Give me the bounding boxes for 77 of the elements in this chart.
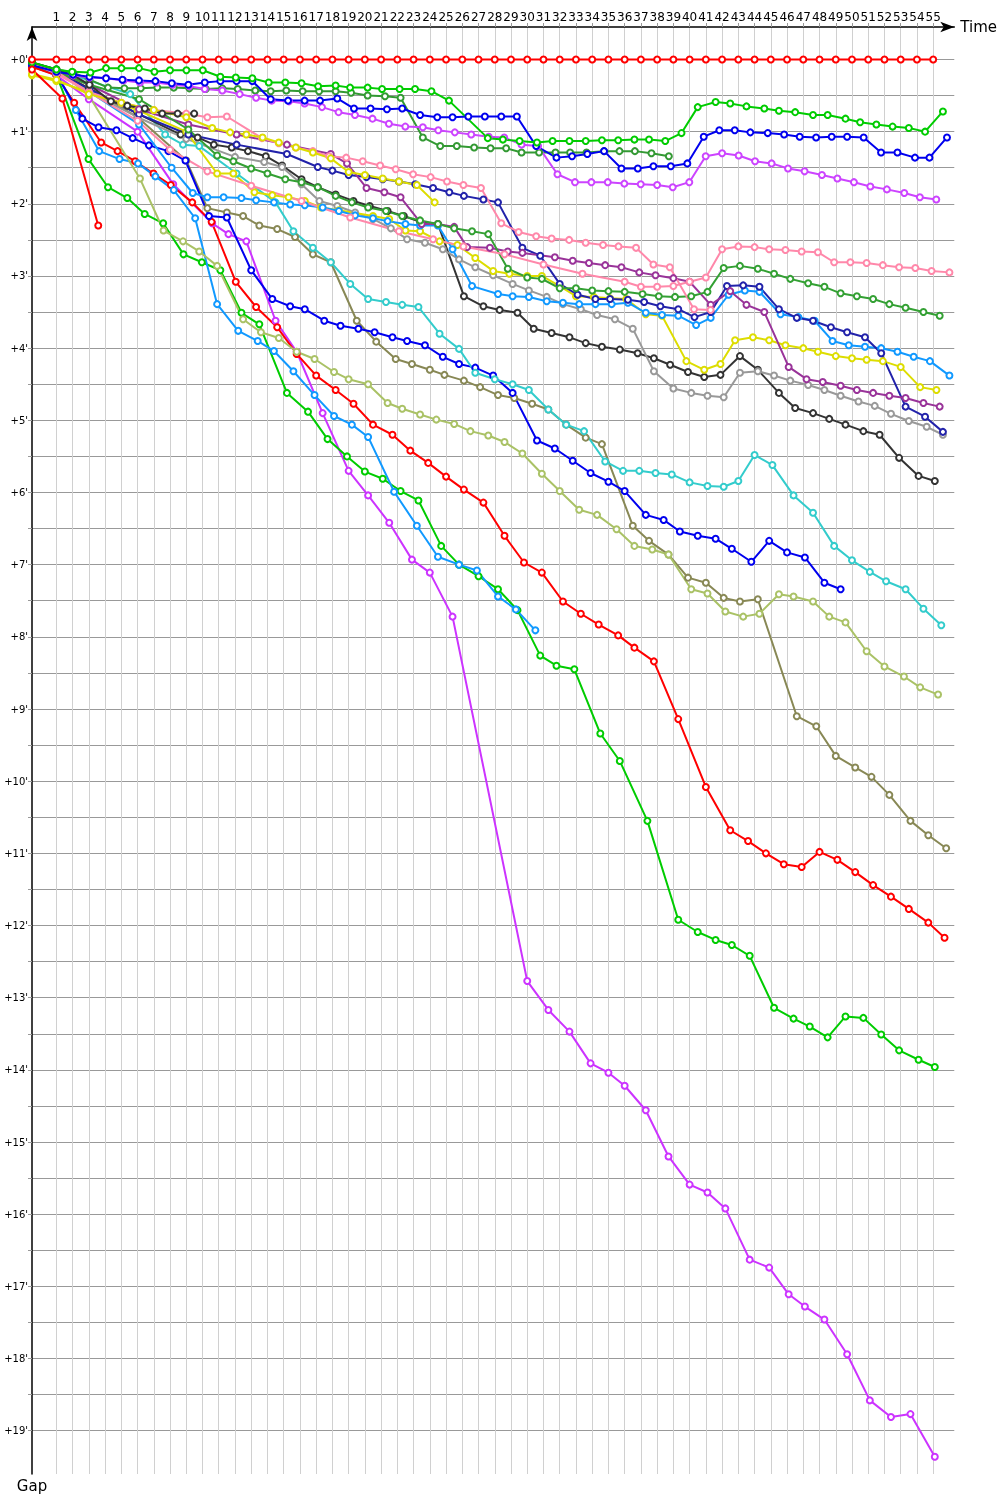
x-tick-label: 12 [227, 10, 243, 24]
x-tick-label: 3 [85, 10, 93, 24]
y-tick-label: +15' [4, 1136, 28, 1148]
x-tick-label: 49 [828, 10, 844, 24]
y-tick-label: +19' [4, 1425, 28, 1437]
x-tick-label: 4 [101, 10, 109, 24]
y-tick-label: +18' [4, 1353, 28, 1365]
y-tick-label: +6' [10, 486, 28, 498]
x-tick-label: 13 [243, 10, 259, 24]
x-tick-label: 5 [117, 10, 126, 24]
x-tick-label: 55 [925, 10, 941, 24]
y-tick-label: +11' [4, 847, 28, 859]
y-tick-label: +1' [10, 126, 28, 138]
x-tick-label: 26 [454, 10, 470, 24]
x-tick-label: 23 [405, 10, 422, 24]
x-tick-label: 19 [340, 10, 357, 24]
x-tick-label: 41 [698, 10, 714, 24]
x-tick-label: 25 [438, 10, 454, 24]
y-tick-label: +7' [10, 559, 28, 571]
x-axis-title: Time [959, 18, 998, 36]
x-tick-label: 45 [763, 10, 779, 24]
x-tick-label: 48 [811, 10, 828, 24]
y-axis-title: Gap [16, 1476, 48, 1495]
y-tick-label: +14' [4, 1064, 28, 1076]
x-tick-label: 36 [617, 10, 633, 24]
x-tick-label: 46 [779, 10, 795, 24]
x-tick-label: 14 [259, 10, 276, 24]
x-tick-label: 2 [68, 10, 77, 24]
x-tick-label: 11 [211, 10, 227, 24]
y-tick-label: +9' [10, 703, 28, 715]
y-tick-label: +5' [10, 414, 28, 426]
x-tick-label: 43 [730, 10, 746, 24]
x-tick-label: 39 [665, 10, 682, 24]
x-tick-label: 31 [535, 10, 552, 24]
x-tick-label: 32 [552, 10, 568, 24]
y-tick-label: +12' [4, 920, 28, 932]
x-tick-label: 33 [568, 10, 584, 24]
x-tick-label: 34 [584, 10, 600, 24]
y-tick-label: +3' [10, 270, 28, 282]
x-tick-label: 9 [182, 10, 191, 24]
x-tick-label: 42 [714, 10, 730, 24]
x-tick-label: 30 [519, 10, 535, 24]
x-tick-label: 44 [746, 10, 763, 24]
x-tick-label: 53 [893, 10, 909, 24]
y-tick-label: +2' [10, 198, 28, 210]
x-tick-label: 21 [373, 10, 389, 24]
y-tick-label: +10' [4, 775, 28, 787]
x-tick-label: 51 [860, 10, 876, 24]
x-tick-label: 7 [149, 10, 158, 24]
y-tick-label: +13' [4, 992, 28, 1004]
x-tick-label: 10 [194, 10, 211, 24]
y-tick-label: +17' [4, 1280, 28, 1292]
x-tick-label: 28 [487, 10, 503, 24]
x-tick-label: 35 [600, 10, 617, 24]
x-tick-label: 40 [681, 10, 698, 24]
x-tick-label: 1 [52, 10, 61, 24]
x-tick-label: 8 [166, 10, 174, 24]
x-tick-label: 29 [503, 10, 519, 24]
y-tick-label: +16' [4, 1208, 28, 1220]
x-tick-label: 20 [357, 10, 373, 24]
y-tick-label: +8' [10, 631, 28, 643]
x-tick-label: 16 [292, 10, 308, 24]
x-tick-label: 27 [470, 10, 487, 24]
x-tick-label: 52 [876, 10, 893, 24]
x-tick-label: 18 [324, 10, 341, 24]
x-tick-label: 50 [844, 10, 860, 24]
x-tick-label: 38 [649, 10, 665, 24]
x-tick-label: 24 [422, 10, 438, 24]
x-tick-label: 15 [276, 10, 292, 24]
x-tick-label: 47 [795, 10, 811, 24]
x-tick-label: 37 [633, 10, 649, 24]
x-tick-label: 6 [133, 10, 142, 24]
y-tick-label: +0' [10, 53, 28, 65]
x-tick-label: 22 [389, 10, 405, 24]
x-tick-label: 54 [909, 10, 925, 24]
y-tick-label: +4' [10, 342, 28, 354]
x-tick-label: 17 [308, 10, 324, 24]
